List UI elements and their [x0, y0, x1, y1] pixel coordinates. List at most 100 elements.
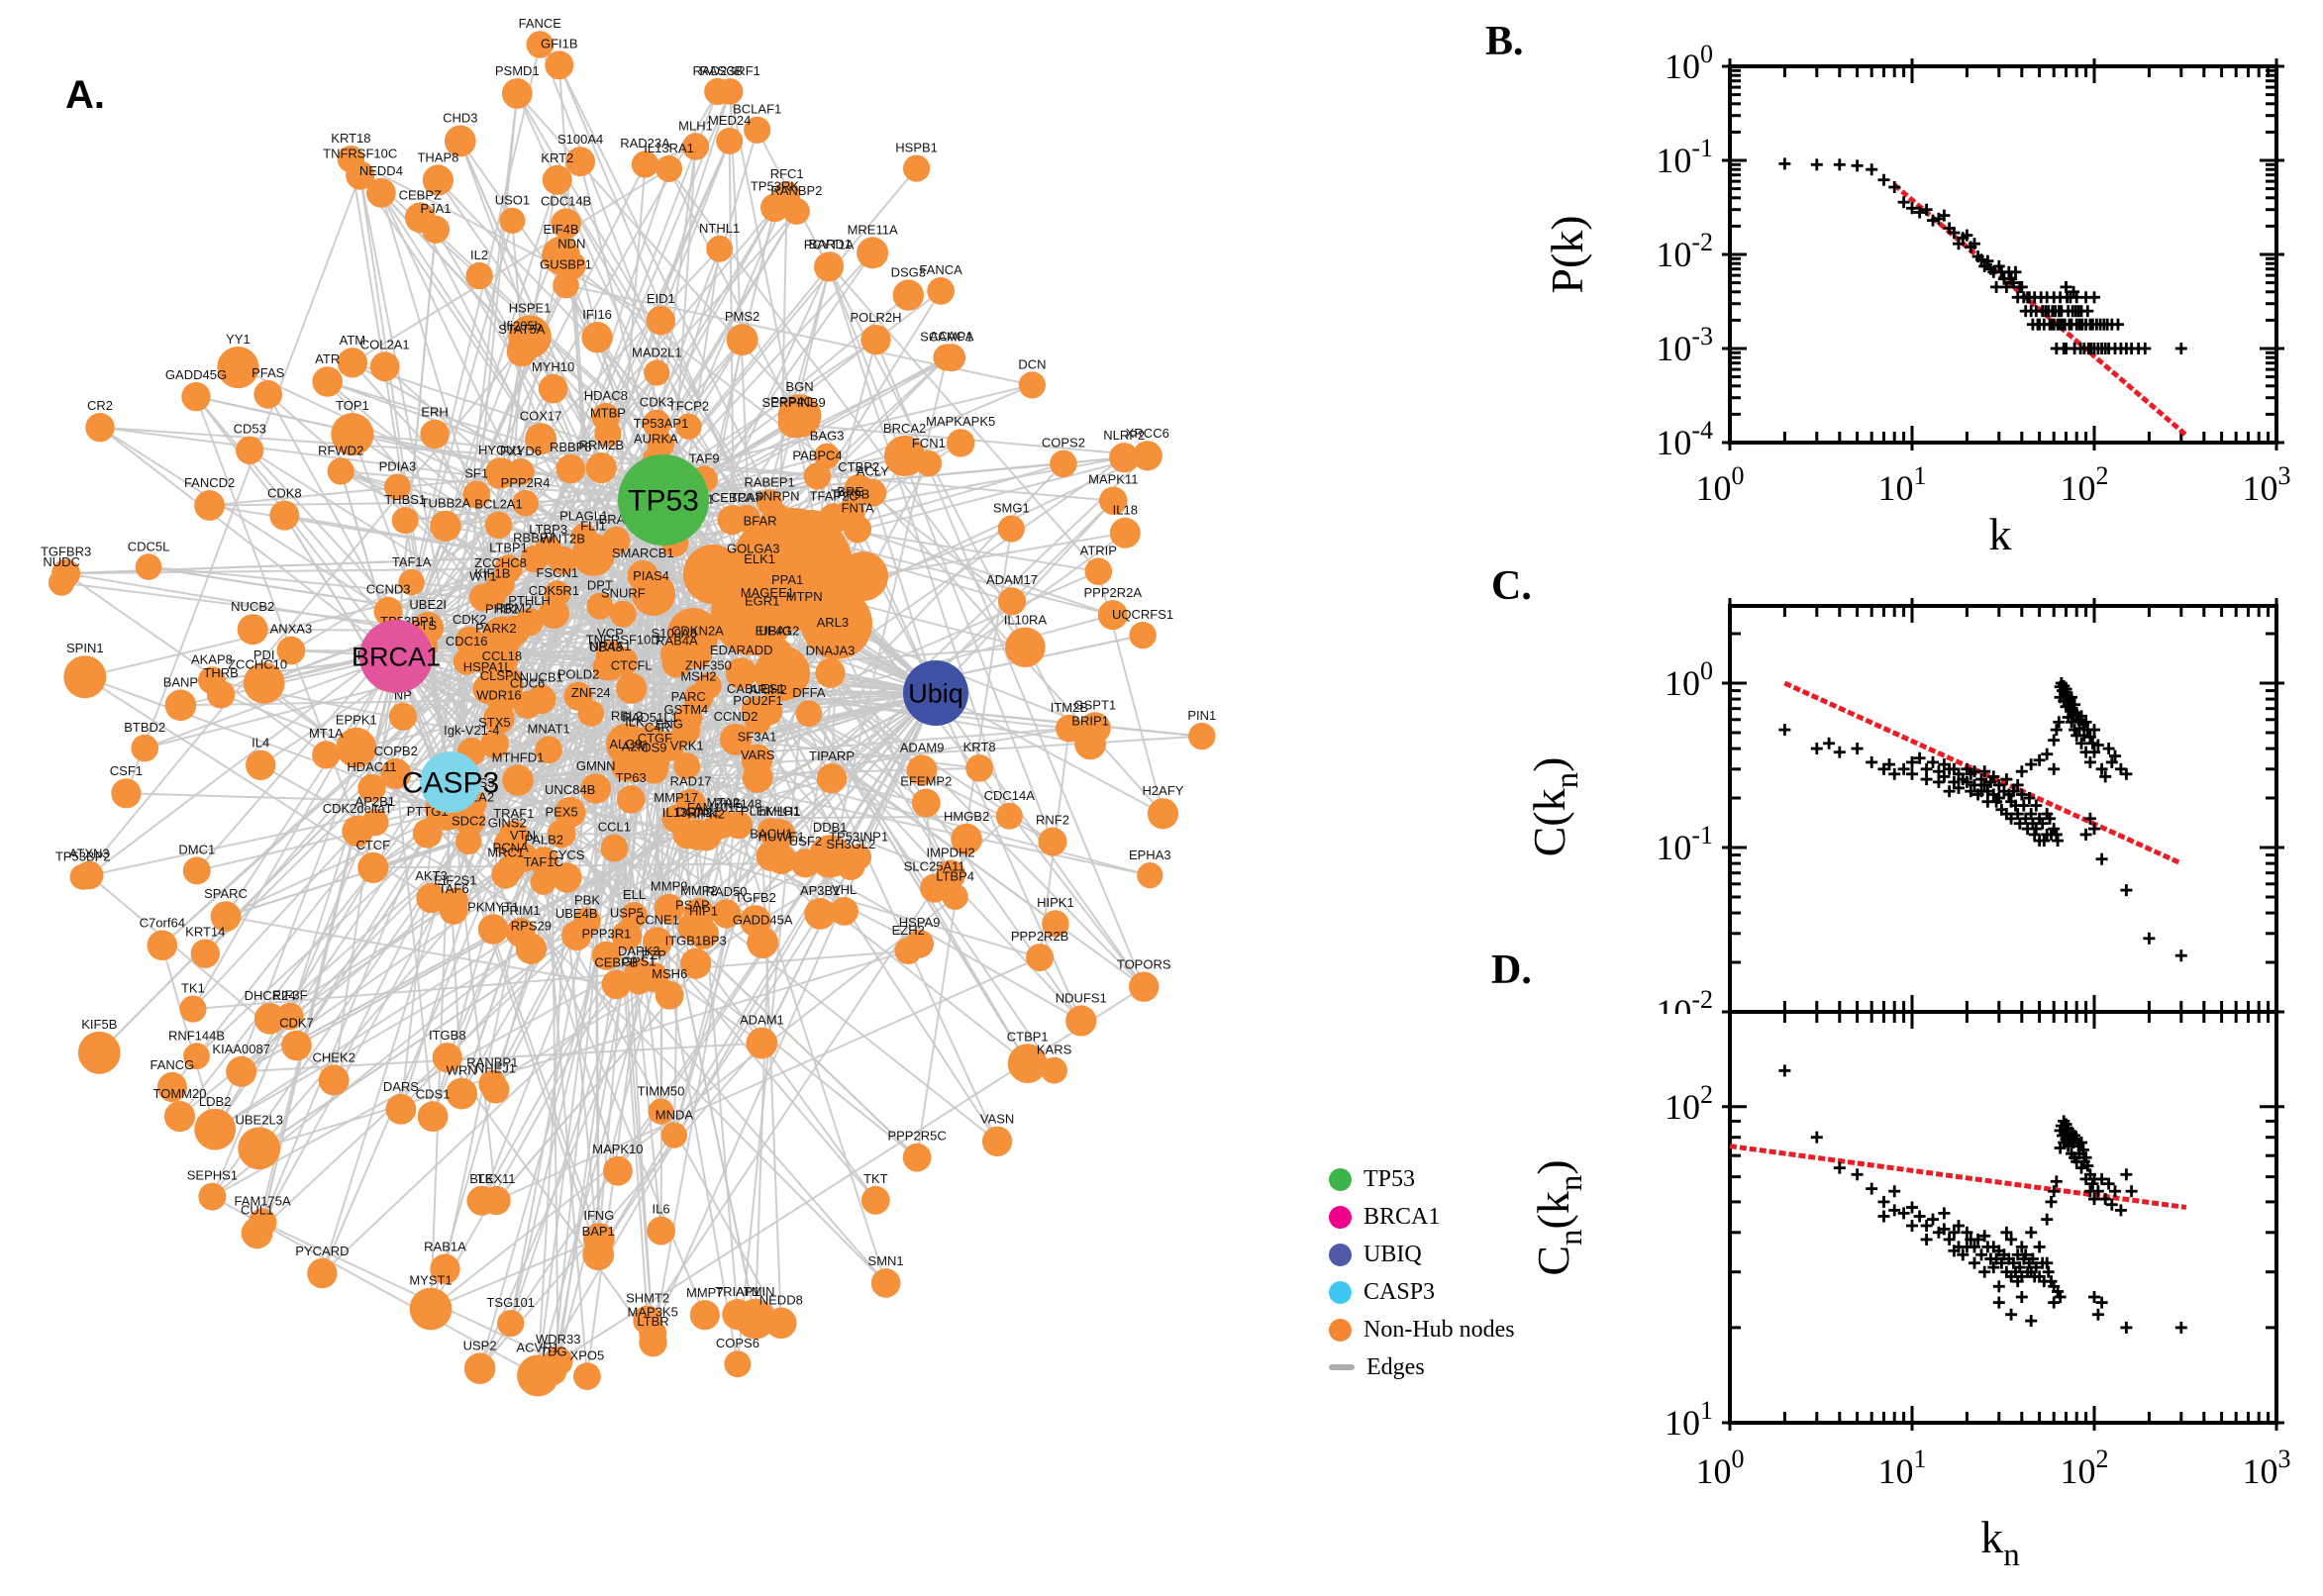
gene-label: ADAM1 — [740, 1013, 784, 1028]
gene-label: VASN — [980, 1112, 1014, 1127]
gene-node — [725, 657, 758, 690]
gene-label: MAGEE1 — [741, 585, 794, 600]
gene-node — [182, 856, 211, 885]
tick-label: 10-1 — [1656, 821, 1713, 867]
gene-label: VTN — [510, 828, 536, 843]
gene-label: TAF1C — [524, 854, 563, 869]
gene-node — [724, 1350, 752, 1378]
legend-item-label: Edges — [1366, 1353, 1425, 1380]
gene-label: PPP2R2B — [1011, 929, 1069, 944]
gene-label: WT1 — [469, 568, 496, 583]
gene-label: PPP3R1 — [581, 927, 631, 942]
gene-node — [276, 636, 306, 665]
tick-label: 100 — [1665, 656, 1713, 703]
gene-label: DMC1 — [178, 842, 215, 856]
gene-node — [51, 558, 81, 588]
gene-node — [534, 536, 563, 565]
gene-label: EIF3F — [272, 988, 307, 1003]
gene-label: BRE — [837, 484, 863, 499]
gene-label: RBBP8 — [550, 440, 592, 454]
gene-node — [903, 154, 931, 182]
gene-label: ACACA — [930, 329, 974, 344]
gene-node — [591, 941, 622, 970]
gene-node — [497, 1310, 525, 1338]
axis-ticks — [1722, 58, 2284, 450]
gene-label: CCND2 — [714, 709, 758, 724]
gene-label: GMNN — [576, 758, 616, 773]
gene-label: MRC1 — [487, 846, 524, 860]
gene-label: DFFA — [792, 685, 826, 700]
gene-node — [642, 927, 672, 957]
gene-node — [1042, 910, 1069, 938]
gene-label: TKT — [863, 1171, 888, 1186]
gene-label: ADAM17 — [986, 572, 1038, 587]
gene-node — [432, 1043, 462, 1073]
gene-node — [1137, 862, 1163, 889]
gene-node — [911, 788, 941, 818]
gene-label: BCL2A1 — [474, 497, 522, 512]
gene-label: LDB2 — [199, 1094, 232, 1109]
gene-node — [858, 478, 887, 507]
gene-label: ATXN3 — [69, 847, 110, 861]
gene-node — [746, 528, 774, 555]
gene-label: RRM2B — [579, 438, 625, 452]
gene-node — [409, 1287, 453, 1331]
gene-node — [517, 1354, 559, 1397]
gene-node — [716, 78, 744, 105]
gene-node — [181, 382, 211, 412]
data-points — [1778, 677, 2187, 962]
gene-node — [600, 834, 629, 862]
gene-node — [538, 597, 570, 630]
gene-label: CTBP2 — [838, 459, 879, 474]
gene-label: FANCA — [919, 262, 962, 277]
plot-frame — [1728, 1010, 2278, 1425]
gene-label: CCL1 — [598, 820, 631, 835]
gene-node — [85, 413, 115, 443]
gene-label: CEBPB — [594, 955, 638, 970]
gene-label: COPB2 — [374, 744, 418, 758]
gene-node — [462, 480, 491, 509]
gene-node — [380, 757, 412, 789]
gene-label: HMGB2 — [944, 809, 989, 824]
gene-label: DPT — [587, 578, 613, 593]
gene-label: MT1A — [309, 726, 344, 741]
gene-node — [246, 749, 276, 780]
gene-label: PZP — [642, 948, 666, 962]
gene-label: PSMD1 — [495, 63, 540, 78]
gene-label: RBBP7 — [513, 531, 556, 546]
gene-label: MTBP — [590, 405, 626, 420]
gene-label: USO1 — [495, 193, 530, 208]
gene-label: KRT8 — [963, 740, 996, 754]
gene-node — [238, 1127, 281, 1170]
gene-label: PIN1 — [1187, 708, 1216, 723]
gene-label: DAPK3 — [618, 944, 660, 958]
gene-label: FXYD6 — [500, 444, 542, 458]
gene-label: NHEJ1 — [475, 1060, 516, 1075]
network-nodes — [48, 31, 1216, 1397]
gene-label: TP53BP2 — [55, 849, 111, 864]
gene-node — [689, 1300, 720, 1331]
gene-label: PPP2R2A — [1084, 585, 1143, 600]
legend-item: CASP3 — [1329, 1273, 1515, 1311]
gene-label: HSPE1 — [509, 301, 552, 316]
gene-label: TOPORS — [1117, 957, 1171, 972]
gene-label: PMS2 — [725, 309, 759, 324]
gene-label: PALB2 — [525, 832, 564, 847]
gene-label: EFEMP2 — [900, 774, 952, 789]
tick-label: 10-2 — [1656, 228, 1713, 274]
gene-label: GFI1B — [541, 36, 578, 50]
gene-label: LTBR — [637, 1314, 668, 1329]
gene-node — [466, 1185, 497, 1216]
gene-label: CD53 — [234, 422, 266, 437]
gene-node — [892, 279, 924, 311]
gene-node — [860, 325, 891, 355]
gene-node — [237, 614, 268, 646]
gene-node — [226, 1055, 257, 1087]
gene-label: GOLGA3 — [727, 541, 779, 555]
gene-node — [646, 306, 675, 336]
gene-label: S100A8 — [652, 626, 697, 641]
gene-node — [724, 811, 754, 840]
gene-label: RFWD2 — [318, 443, 363, 457]
gene-label: TIMM50 — [638, 1083, 685, 1098]
y-axis-title: Cn(kn) — [1528, 1159, 1589, 1275]
